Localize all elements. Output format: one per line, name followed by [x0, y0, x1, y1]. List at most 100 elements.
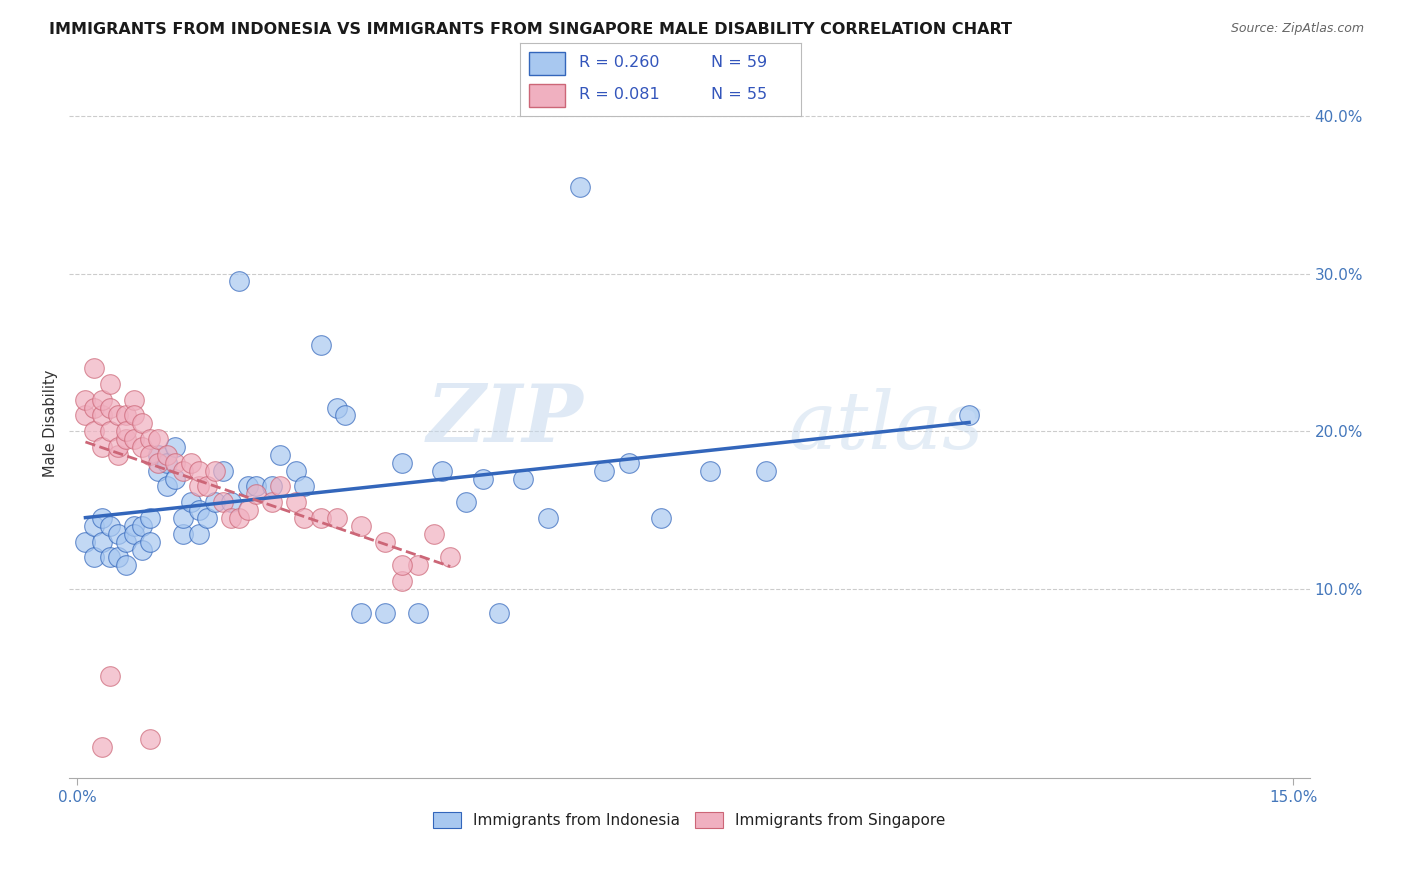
Point [617, 456, 640, 470]
Point [115, 432, 138, 446]
Point [430, 464, 453, 478]
Point [148, 464, 170, 478]
Point [228, 275, 250, 289]
Point [204, 464, 226, 478]
Point [139, 511, 162, 525]
Point [107, 526, 129, 541]
Point [536, 511, 558, 525]
Point [75, 534, 97, 549]
Point [83, 424, 105, 438]
Point [326, 401, 349, 415]
Point [148, 448, 170, 462]
Point [148, 456, 170, 470]
Point [107, 550, 129, 565]
Point [391, 456, 413, 470]
Point [98, 669, 121, 683]
Point [406, 558, 429, 573]
Point [187, 503, 209, 517]
Point [269, 448, 291, 462]
Point [471, 472, 494, 486]
Point [309, 511, 332, 525]
Point [755, 464, 778, 478]
Point [350, 606, 373, 620]
Point [90, 739, 112, 754]
Point [90, 392, 112, 407]
Point [439, 550, 461, 565]
Point [236, 479, 259, 493]
Point [98, 401, 121, 415]
Point [212, 495, 235, 509]
Point [260, 479, 283, 493]
Point [285, 464, 308, 478]
Point [115, 534, 138, 549]
Point [292, 479, 315, 493]
Point [131, 542, 153, 557]
Point [406, 606, 429, 620]
Point [391, 574, 413, 588]
Point [512, 472, 534, 486]
Point [107, 409, 129, 423]
Point [456, 495, 478, 509]
Point [350, 519, 373, 533]
Text: IMMIGRANTS FROM INDONESIA VS IMMIGRANTS FROM SINGAPORE MALE DISABILITY CORRELATI: IMMIGRANTS FROM INDONESIA VS IMMIGRANTS … [49, 22, 1012, 37]
Point [139, 432, 162, 446]
Point [204, 495, 226, 509]
Text: R = 0.260: R = 0.260 [579, 55, 659, 70]
Legend: Immigrants from Indonesia, Immigrants from Singapore: Immigrants from Indonesia, Immigrants fr… [427, 806, 952, 834]
Point [122, 392, 145, 407]
Point [187, 464, 209, 478]
Point [172, 511, 194, 525]
Point [83, 519, 105, 533]
Point [122, 409, 145, 423]
Point [75, 392, 97, 407]
Point [333, 409, 356, 423]
Point [122, 519, 145, 533]
Point [83, 361, 105, 376]
Point [155, 456, 177, 470]
Point [245, 479, 267, 493]
Point [391, 558, 413, 573]
Point [163, 440, 186, 454]
Point [245, 487, 267, 501]
Point [269, 479, 291, 493]
Point [107, 440, 129, 454]
Point [423, 526, 446, 541]
Y-axis label: Male Disability: Male Disability [44, 369, 58, 477]
Point [122, 432, 145, 446]
Point [236, 503, 259, 517]
Point [122, 526, 145, 541]
Point [212, 464, 235, 478]
Point [107, 448, 129, 462]
Point [374, 534, 396, 549]
Point [155, 448, 177, 462]
Text: R = 0.081: R = 0.081 [579, 87, 659, 102]
Point [139, 534, 162, 549]
Point [90, 534, 112, 549]
Point [568, 179, 591, 194]
Point [115, 409, 138, 423]
Point [90, 409, 112, 423]
Point [75, 409, 97, 423]
Point [98, 424, 121, 438]
Point [699, 464, 721, 478]
Bar [529, 52, 565, 75]
Point [115, 558, 138, 573]
Point [98, 376, 121, 391]
Point [593, 464, 616, 478]
Point [260, 495, 283, 509]
Point [163, 456, 186, 470]
Text: ZIP: ZIP [427, 381, 583, 458]
Point [83, 401, 105, 415]
Point [172, 526, 194, 541]
Text: Source: ZipAtlas.com: Source: ZipAtlas.com [1230, 22, 1364, 36]
Point [228, 511, 250, 525]
Point [83, 550, 105, 565]
Point [957, 409, 980, 423]
Text: atlas: atlas [789, 388, 984, 466]
Point [90, 511, 112, 525]
Point [221, 511, 243, 525]
Point [650, 511, 672, 525]
Point [172, 464, 194, 478]
Point [131, 417, 153, 431]
Text: N = 59: N = 59 [711, 55, 768, 70]
